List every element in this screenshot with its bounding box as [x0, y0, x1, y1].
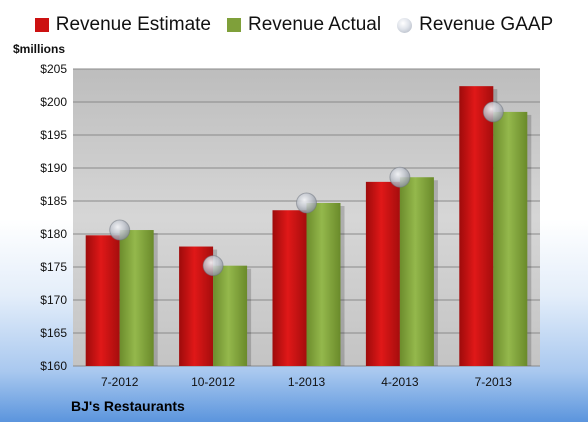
y-tick-label: $165	[40, 326, 67, 340]
bar-estimate	[85, 235, 120, 366]
bar-actual	[119, 230, 154, 366]
legend: Revenue Estimate Revenue Actual Revenue …	[0, 14, 588, 36]
y-tick-label: $200	[40, 95, 67, 109]
y-tick-label: $185	[40, 194, 67, 208]
legend-label-actual: Revenue Actual	[248, 14, 382, 35]
legend-swatch-estimate	[34, 18, 49, 32]
legend-swatch-actual	[227, 18, 241, 32]
bar-estimate	[365, 181, 400, 366]
x-tick-label: 10-2012	[191, 375, 235, 389]
y-axis-ticks: $160 $165 $170 $175 $180 $185 $190 $195 $200 $205	[40, 62, 67, 373]
x-tick-label: 7-2012	[101, 375, 139, 389]
company-name: BJ's Restaurants	[71, 398, 185, 414]
bar-actual	[213, 265, 248, 366]
y-tick-label: $170	[40, 293, 67, 307]
y-tick-label: $160	[40, 359, 67, 373]
gaap-marker	[482, 101, 504, 123]
legend-item-gaap: Revenue GAAP	[397, 14, 553, 36]
gaap-marker	[109, 219, 131, 241]
legend-item-estimate: Revenue Estimate	[34, 14, 211, 36]
x-axis-ticks: 7-2012 10-2012 1-2013 4-2013 7-2013	[101, 375, 512, 389]
bar-actual	[493, 111, 528, 367]
bar-actual	[399, 177, 434, 366]
x-tick-label: 4-2013	[381, 375, 419, 389]
y-axis-unit-label: $millions	[13, 42, 66, 56]
bar-estimate	[272, 210, 307, 366]
bar-actual	[306, 202, 341, 366]
gaap-markers	[109, 101, 504, 277]
y-tick-label: $205	[40, 62, 67, 76]
y-tick-label: $175	[40, 260, 67, 274]
legend-label-estimate: Revenue Estimate	[55, 14, 211, 35]
gaap-marker	[202, 255, 224, 277]
gaap-marker	[296, 192, 317, 214]
y-tick-label: $195	[40, 128, 67, 142]
y-tick-label: $180	[40, 227, 67, 241]
legend-label-gaap: Revenue GAAP	[419, 14, 554, 35]
gaap-marker	[389, 166, 411, 188]
x-tick-label: 7-2013	[475, 375, 513, 389]
y-tick-label: $190	[40, 161, 67, 175]
legend-item-actual: Revenue Actual	[227, 14, 381, 36]
bar-estimate	[459, 86, 494, 366]
x-tick-label: 1-2013	[288, 375, 326, 389]
legend-marker-gaap	[397, 17, 413, 33]
